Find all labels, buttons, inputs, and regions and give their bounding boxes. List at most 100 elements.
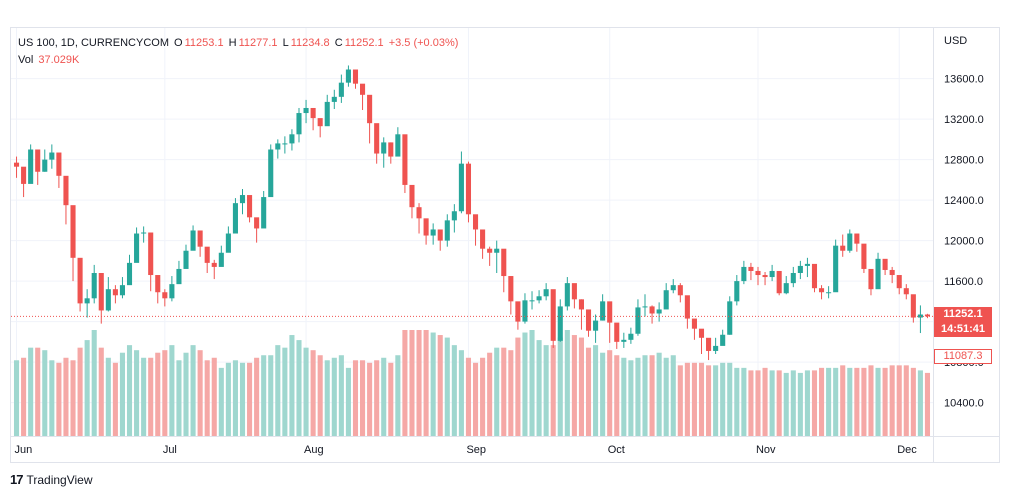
- candle-body: [324, 101, 330, 127]
- candle-body: [734, 281, 740, 302]
- close-value: 11252.1: [344, 37, 384, 49]
- volume-bar: [77, 347, 83, 436]
- x-tick-label: Nov: [756, 444, 776, 456]
- volume-bar: [444, 337, 450, 436]
- volume-bar: [119, 352, 125, 436]
- candle-body: [134, 233, 140, 263]
- chart-legend: US 100, 1D, CURRENCYCOM O 11253.1 H 11277.…: [18, 35, 460, 69]
- volume-bar: [423, 330, 429, 436]
- volume-bar: [324, 360, 330, 436]
- candle-body: [896, 275, 902, 289]
- candle-body: [480, 229, 486, 249]
- candle-body: [218, 252, 224, 267]
- candle-body: [826, 292, 832, 294]
- volume-bar: [480, 357, 486, 436]
- volume-bar: [296, 340, 302, 436]
- candle-body: [430, 229, 436, 236]
- volume-bar: [698, 362, 705, 436]
- volume-bar: [670, 355, 676, 436]
- candle-body: [769, 270, 775, 278]
- candle-body: [155, 275, 161, 293]
- volume-bar: [649, 355, 655, 436]
- volume-bar: [910, 367, 916, 436]
- volume-bar: [84, 340, 90, 436]
- candle-body: [21, 166, 27, 184]
- volume-bar: [310, 350, 316, 436]
- volume-bar: [819, 367, 825, 436]
- candle-body: [614, 322, 620, 342]
- candle-body: [13, 162, 20, 167]
- candle-body: [296, 113, 302, 135]
- candle-body: [536, 296, 542, 301]
- volume-bar: [430, 332, 436, 436]
- volume-bar: [112, 362, 118, 436]
- candle-body: [720, 334, 726, 346]
- volume-bar: [564, 330, 570, 436]
- candle-body: [190, 230, 196, 251]
- candle-body: [367, 94, 373, 124]
- candle-body: [550, 289, 556, 341]
- volume-bar: [529, 330, 535, 436]
- candle-body: [345, 69, 351, 83]
- change-value: +3.5 (+0.03%): [388, 37, 459, 49]
- volume-bar: [402, 330, 408, 436]
- candle-body: [656, 309, 662, 314]
- candle-body: [112, 289, 118, 296]
- symbol-label: US 100, 1D, CURRENCYCOM: [18, 37, 169, 49]
- volume-bar: [713, 365, 719, 436]
- volume-bar: [183, 352, 189, 436]
- volume-bar: [437, 335, 443, 436]
- candle-body: [649, 306, 655, 314]
- x-tick-label: Aug: [304, 444, 324, 456]
- volume-bar: [614, 355, 620, 436]
- candle-body: [49, 152, 55, 160]
- volume-bar: [593, 345, 599, 436]
- candle-body: [289, 134, 295, 144]
- candle-body: [310, 107, 316, 119]
- candle-body: [833, 245, 839, 293]
- candle-body: [331, 96, 337, 102]
- volume-bar: [621, 357, 627, 436]
- candle-body: [409, 184, 415, 208]
- volume-bar: [656, 352, 662, 436]
- candle-body: [232, 203, 238, 234]
- candle-body: [727, 301, 733, 335]
- candle-body: [437, 229, 443, 241]
- candle-body: [141, 232, 147, 234]
- volume-bar: [536, 340, 542, 436]
- candle-body: [119, 285, 125, 296]
- candle-body: [254, 217, 260, 229]
- candle-body: [811, 263, 818, 289]
- volume-bar: [840, 365, 846, 436]
- volume-label: Vol: [18, 54, 34, 66]
- candle-body: [804, 263, 810, 266]
- volume-bar: [176, 360, 182, 436]
- candle-body: [642, 306, 648, 308]
- candle-body: [176, 268, 182, 285]
- volume-bar: [494, 347, 500, 436]
- candle-body: [388, 142, 394, 157]
- candle-body: [903, 288, 909, 295]
- volume-bar: [896, 365, 902, 436]
- candle-body: [578, 299, 584, 310]
- volume-bar: [56, 362, 62, 436]
- candle-body: [211, 262, 217, 267]
- x-tick-label: Jun: [15, 444, 33, 456]
- volume-bar: [889, 365, 895, 436]
- tradingview-brand[interactable]: 17 TradingView: [10, 472, 93, 487]
- volume-bar: [783, 372, 789, 436]
- volume-bar: [501, 347, 507, 436]
- candle-body: [77, 257, 83, 304]
- candle-body: [755, 270, 761, 276]
- volume-bar: [571, 335, 577, 436]
- volume-bar: [635, 357, 641, 436]
- volume-bar: [903, 365, 909, 436]
- candle-body: [529, 300, 535, 302]
- candle-body: [508, 276, 514, 302]
- candle-body: [670, 285, 676, 291]
- volume-bar: [522, 332, 528, 436]
- volume-bar: [204, 360, 210, 436]
- candle-body: [303, 107, 309, 114]
- volume-bar: [543, 345, 549, 436]
